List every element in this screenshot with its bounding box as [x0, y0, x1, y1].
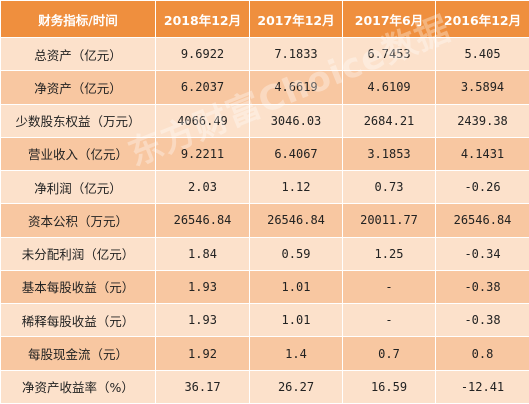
table-cell: 26546.84 — [249, 203, 343, 238]
header-2017-06: 2017年6月 — [342, 0, 436, 38]
table-row: 每股现金流（元） 1.92 1.4 0.7 0.8 — [0, 336, 529, 371]
table-cell: 1.93 — [155, 269, 250, 305]
table-row: 净资产收益率（%） 36.17 26.27 16.59 -12.41 — [0, 369, 529, 404]
table-cell: 6.7453 — [342, 36, 436, 72]
table-cell: 0.7 — [342, 336, 436, 371]
table-cell: 5.405 — [435, 36, 529, 72]
row-label-roe: 净资产收益率（%） — [0, 369, 156, 404]
table-cell: 2684.21 — [342, 103, 436, 138]
table-cell: - — [342, 303, 436, 338]
table-cell: 20011.77 — [342, 203, 436, 238]
row-label-net-profit: 净利润（亿元） — [0, 170, 156, 205]
row-label-undistributed-profit: 未分配利润（亿元） — [0, 236, 156, 271]
table-cell: -0.34 — [435, 236, 529, 271]
table-cell: -12.41 — [435, 369, 529, 404]
table-row: 净资产（亿元） 6.2037 4.6619 4.6109 3.5894 — [0, 70, 529, 105]
table-cell: 26546.84 — [435, 203, 529, 238]
row-label-cash-flow-per-share: 每股现金流（元） — [0, 336, 156, 371]
table-cell: 26546.84 — [155, 203, 250, 238]
table-cell: 3046.03 — [249, 103, 343, 138]
table-cell: 1.01 — [249, 303, 343, 338]
table-cell: 1.84 — [155, 236, 250, 271]
table-cell: 36.17 — [155, 369, 250, 404]
row-label-diluted-eps: 稀释每股收益（元） — [0, 303, 156, 338]
table-cell: 7.1833 — [249, 36, 343, 72]
table-row: 资本公积（万元） 26546.84 26546.84 20011.77 2654… — [0, 203, 529, 238]
table-cell: 9.6922 — [155, 36, 250, 72]
row-label-basic-eps: 基本每股收益（元） — [0, 269, 156, 305]
table-cell: 1.93 — [155, 303, 250, 338]
row-label-revenue: 营业收入（亿元） — [0, 136, 156, 172]
row-label-net-assets: 净资产（亿元） — [0, 70, 156, 105]
table-cell: 4.6619 — [249, 70, 343, 105]
table-cell: 26.27 — [249, 369, 343, 404]
table-cell: 1.4 — [249, 336, 343, 371]
table-row: 未分配利润（亿元） 1.84 0.59 1.25 -0.34 — [0, 236, 529, 271]
table-cell: 0.59 — [249, 236, 343, 271]
table-cell: 2439.38 — [435, 103, 529, 138]
header-metric-period: 财务指标/时间 — [0, 0, 156, 38]
table-cell: -0.38 — [435, 269, 529, 305]
header-2017-12: 2017年12月 — [249, 0, 343, 38]
table-cell: 2.03 — [155, 170, 250, 205]
table-cell: -0.38 — [435, 303, 529, 338]
header-2018-12: 2018年12月 — [155, 0, 250, 38]
table-cell: 4.1431 — [435, 136, 529, 172]
table-cell: 16.59 — [342, 369, 436, 404]
row-label-capital-reserve: 资本公积（万元） — [0, 203, 156, 238]
table-cell: 6.4067 — [249, 136, 343, 172]
header-2016-12: 2016年12月 — [435, 0, 529, 38]
table-row: 稀释每股收益（元） 1.93 1.01 - -0.38 — [0, 303, 529, 338]
table-cell: 1.92 — [155, 336, 250, 371]
table-cell: 9.2211 — [155, 136, 250, 172]
table-cell: 4.6109 — [342, 70, 436, 105]
table-cell: 1.01 — [249, 269, 343, 305]
table-cell: - — [342, 269, 436, 305]
table-row: 营业收入（亿元） 9.2211 6.4067 3.1853 4.1431 — [0, 136, 529, 172]
table-cell: 3.1853 — [342, 136, 436, 172]
table-cell: 1.12 — [249, 170, 343, 205]
table-cell: 4066.49 — [155, 103, 250, 138]
table-header-row: 财务指标/时间 2018年12月 2017年12月 2017年6月 2016年1… — [0, 0, 529, 38]
table-row: 少数股东权益（万元） 4066.49 3046.03 2684.21 2439.… — [0, 103, 529, 138]
table-row: 净利润（亿元） 2.03 1.12 0.73 -0.26 — [0, 170, 529, 205]
row-label-total-assets: 总资产（亿元） — [0, 36, 156, 72]
table-cell: 0.8 — [435, 336, 529, 371]
table-row: 总资产（亿元） 9.6922 7.1833 6.7453 5.405 — [0, 36, 529, 72]
table-cell: 0.73 — [342, 170, 436, 205]
table-cell: 6.2037 — [155, 70, 250, 105]
table-cell: -0.26 — [435, 170, 529, 205]
table-row: 基本每股收益（元） 1.93 1.01 - -0.38 — [0, 269, 529, 305]
table-cell: 1.25 — [342, 236, 436, 271]
table-cell: 3.5894 — [435, 70, 529, 105]
row-label-minority-interest: 少数股东权益（万元） — [0, 103, 156, 138]
